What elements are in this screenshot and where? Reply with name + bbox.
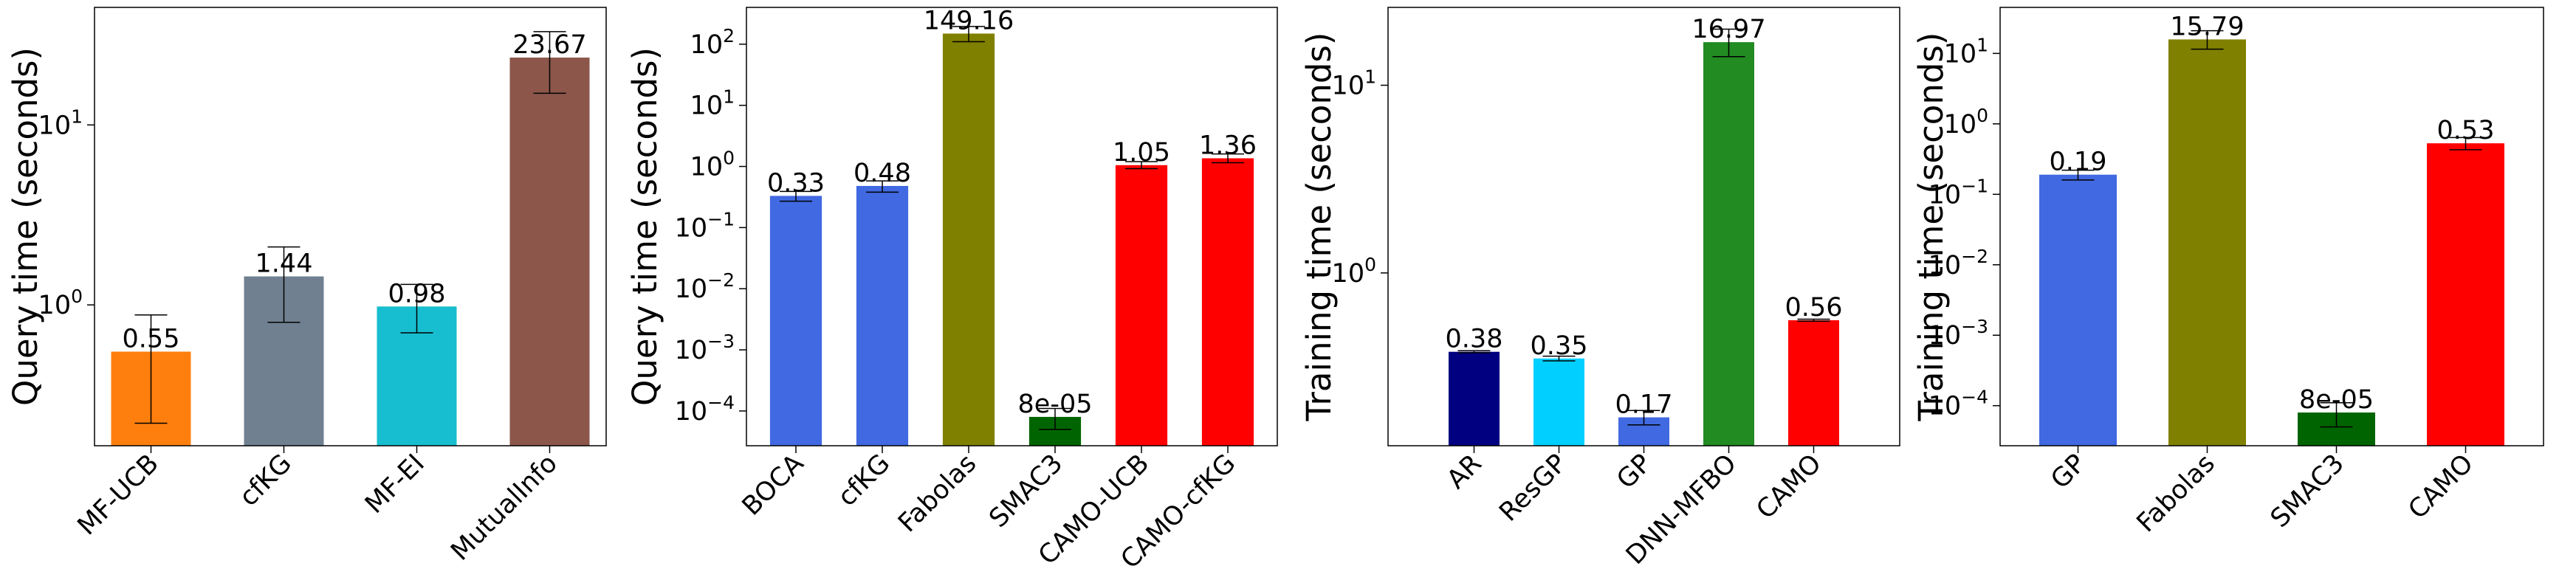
y-tick-label: 101 [1944, 34, 1988, 69]
bar-value-label: 149.16 [924, 6, 1014, 35]
bar-value-label: 1.44 [255, 249, 313, 279]
x-tick-label: CAMO [1751, 449, 1827, 525]
y-tick-label: 10−3 [675, 331, 735, 365]
y-axis-label: Training time (seconds) [1912, 32, 1951, 422]
x-tick-label: cfKG [832, 449, 896, 512]
bar [856, 185, 909, 446]
y-tick-label: 102 [690, 25, 735, 60]
y-tick-label: 10−2 [675, 269, 735, 304]
bar-value-label: 0.17 [1615, 390, 1673, 420]
bar [2039, 174, 2117, 446]
bar-value-label: 0.53 [2437, 116, 2495, 145]
x-tick-label: GP [2045, 449, 2091, 494]
y-tick-label: 101 [690, 86, 735, 121]
y-tick-label: 10−4 [1928, 387, 1988, 421]
y-axis-label: Query time (seconds) [625, 47, 664, 406]
y-tick-label: 100 [38, 286, 83, 320]
y-tick-label: 100 [690, 148, 735, 182]
bar-value-label: 23.67 [512, 30, 586, 60]
bar-value-label: 0.55 [123, 324, 180, 353]
chart-panel-2: 0.33 0.48 149.16 8e-05 1.05 1.36 10−4 10−3 10−2 1… [625, 6, 1278, 575]
bar [509, 58, 590, 446]
bar-value-label: 8e-05 [1018, 390, 1093, 419]
x-tick-label: Fabolas [893, 449, 982, 538]
bar [1703, 42, 1754, 446]
y-tick-label: 10−2 [1928, 246, 1988, 280]
x-tick-label: GP [1611, 449, 1657, 494]
bar-value-label: 0.35 [1531, 331, 1588, 361]
bar [1533, 358, 1584, 446]
bar-value-label: 8e-05 [2299, 385, 2374, 415]
plot-frame [94, 7, 607, 446]
bar [2168, 39, 2246, 446]
x-tick-label: BOCA [737, 449, 810, 522]
y-tick-label: 100 [1332, 254, 1376, 289]
bar [1449, 351, 1500, 446]
bar [1115, 165, 1168, 446]
x-tick-label: MF-EI [360, 449, 430, 520]
x-tick-label: MF-UCB [72, 449, 165, 541]
x-tick-label: AR [1441, 449, 1487, 494]
bar-value-label: 0.56 [1785, 293, 1843, 322]
y-tick-label: 101 [1332, 66, 1376, 101]
bar-value-label: 15.79 [2170, 12, 2244, 41]
plot-frame [1387, 7, 1900, 446]
x-tick-label: SMAC3 [983, 449, 1068, 534]
x-tick-label: cfKG [234, 449, 298, 512]
y-axis-label: Query time (seconds) [6, 47, 45, 406]
bar [1788, 320, 1839, 446]
bar-value-label: 1.36 [1199, 131, 1257, 160]
x-tick-label: ResGP [1494, 449, 1573, 528]
bar-value-label: 1.05 [1113, 138, 1170, 168]
chart-panel-4: 0.19 15.79 8e-05 0.53 10−4 10−3 10−2 10−1 100 101… [1912, 7, 2544, 538]
y-tick-label: 10−3 [1928, 316, 1988, 351]
bar-value-label: 0.33 [767, 168, 825, 198]
bar [769, 196, 822, 446]
bar-value-label: 16.97 [1691, 15, 1765, 44]
plot-frame [1999, 7, 2544, 446]
x-tick-label: SMAC3 [2265, 449, 2350, 534]
bar-value-label: 0.38 [1446, 325, 1503, 354]
x-tick-label: MutualInfo [445, 449, 563, 567]
y-tick-label: 10−1 [675, 208, 735, 243]
bar-value-label: 0.98 [388, 279, 446, 308]
bar [942, 33, 995, 446]
y-tick-label: 10−1 [1928, 175, 1988, 210]
bar [1201, 158, 1254, 446]
y-tick-label: 101 [38, 106, 83, 140]
y-axis-label: Training time (seconds) [1299, 32, 1339, 422]
bar-value-label: 0.48 [853, 159, 911, 188]
bar-value-label: 0.19 [2050, 148, 2107, 177]
y-tick-label: 100 [1944, 105, 1988, 139]
bar [2427, 143, 2504, 446]
plot-frame [746, 7, 1278, 446]
x-tick-label: CAMO [2403, 449, 2479, 525]
y-tick-label: 10−4 [675, 392, 735, 427]
x-tick-label: Fabolas [2132, 449, 2221, 538]
